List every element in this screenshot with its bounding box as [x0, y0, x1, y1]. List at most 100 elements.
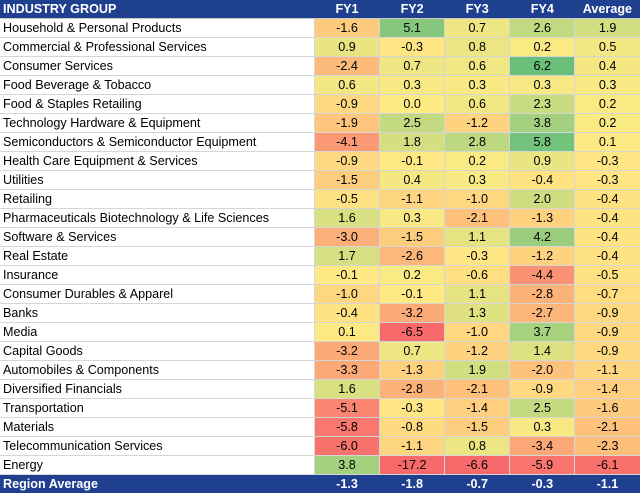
industry-name: Health Care Equipment & Services [0, 152, 314, 171]
value-cell: -0.3 [380, 38, 445, 57]
industry-name: Food & Staples Retailing [0, 95, 314, 114]
header-average[interactable]: Average [575, 0, 640, 19]
header-fy3[interactable]: FY3 [445, 0, 510, 19]
value-cell: 0.3 [445, 76, 510, 95]
industry-name: Commercial & Professional Services [0, 38, 314, 57]
value-cell: 0.3 [380, 76, 445, 95]
value-cell: -2.3 [575, 437, 640, 456]
value-cell: 1.6 [314, 209, 379, 228]
value-cell: 2.3 [510, 95, 575, 114]
value-cell: -0.9 [314, 152, 379, 171]
industry-name: Semiconductors & Semiconductor Equipment [0, 133, 314, 152]
industry-name: Consumer Services [0, 57, 314, 76]
value-cell: 0.7 [445, 19, 510, 38]
industry-name: Household & Personal Products [0, 19, 314, 38]
value-cell: 0.2 [575, 114, 640, 133]
value-cell: -2.4 [314, 57, 379, 76]
industry-name: Energy [0, 456, 314, 475]
value-cell: 1.9 [575, 19, 640, 38]
value-cell: 0.3 [510, 418, 575, 437]
value-cell: 2.5 [380, 114, 445, 133]
value-cell: 0.6 [445, 95, 510, 114]
value-cell: -0.5 [314, 190, 379, 209]
industry-name: Software & Services [0, 228, 314, 247]
value-cell: -0.1 [380, 285, 445, 304]
industry-name: Consumer Durables & Apparel [0, 285, 314, 304]
value-cell: -0.8 [380, 418, 445, 437]
table-row: Semiconductors & Semiconductor Equipment… [0, 133, 640, 152]
value-cell: -0.6 [445, 266, 510, 285]
value-cell: 1.4 [510, 342, 575, 361]
value-cell: -2.8 [510, 285, 575, 304]
value-cell: -1.4 [575, 380, 640, 399]
value-cell: -3.2 [314, 342, 379, 361]
value-cell: -1.6 [575, 399, 640, 418]
value-cell: 3.8 [510, 114, 575, 133]
value-cell: -0.9 [575, 342, 640, 361]
value-cell: 2.6 [510, 19, 575, 38]
value-cell: 6.2 [510, 57, 575, 76]
region-average-cell: -0.3 [510, 475, 575, 493]
value-cell: -0.9 [510, 380, 575, 399]
header-fy1[interactable]: FY1 [314, 0, 379, 19]
industry-name: Automobiles & Components [0, 361, 314, 380]
value-cell: -0.4 [575, 247, 640, 266]
value-cell: -3.4 [510, 437, 575, 456]
value-cell: 1.8 [380, 133, 445, 152]
value-cell: -0.9 [575, 304, 640, 323]
value-cell: -6.0 [314, 437, 379, 456]
region-average-row: Region Average -1.3 -1.8 -0.7 -0.3 -1.1 [0, 475, 640, 493]
region-average-cell: -1.8 [380, 475, 445, 493]
value-cell: -2.1 [575, 418, 640, 437]
value-cell: -1.4 [445, 399, 510, 418]
value-cell: 0.1 [314, 323, 379, 342]
value-cell: 0.3 [445, 171, 510, 190]
value-cell: -2.1 [445, 209, 510, 228]
value-cell: 2.0 [510, 190, 575, 209]
value-cell: 0.2 [575, 95, 640, 114]
region-average-cell: -1.1 [575, 475, 640, 493]
value-cell: -6.5 [380, 323, 445, 342]
value-cell: 0.8 [445, 437, 510, 456]
table-row: Health Care Equipment & Services-0.9-0.1… [0, 152, 640, 171]
value-cell: 0.6 [445, 57, 510, 76]
value-cell: 0.2 [380, 266, 445, 285]
header-fy2[interactable]: FY2 [380, 0, 445, 19]
value-cell: -2.8 [380, 380, 445, 399]
value-cell: 5.1 [380, 19, 445, 38]
industry-name: Real Estate [0, 247, 314, 266]
value-cell: -0.5 [575, 266, 640, 285]
value-cell: -1.2 [445, 114, 510, 133]
value-cell: -0.1 [314, 266, 379, 285]
header-fy4[interactable]: FY4 [510, 0, 575, 19]
value-cell: 1.9 [445, 361, 510, 380]
value-cell: -1.1 [575, 361, 640, 380]
region-average-cell: -1.3 [314, 475, 379, 493]
value-cell: -1.6 [314, 19, 379, 38]
value-cell: -5.9 [510, 456, 575, 475]
value-cell: 0.7 [380, 342, 445, 361]
value-cell: -0.4 [314, 304, 379, 323]
value-cell: 0.1 [575, 133, 640, 152]
value-cell: -0.3 [380, 399, 445, 418]
industry-name: Diversified Financials [0, 380, 314, 399]
value-cell: -3.3 [314, 361, 379, 380]
industry-name: Insurance [0, 266, 314, 285]
value-cell: 4.2 [510, 228, 575, 247]
header-industry-group[interactable]: INDUSTRY GROUP [0, 0, 314, 19]
value-cell: -1.9 [314, 114, 379, 133]
region-average-cell: -0.7 [445, 475, 510, 493]
